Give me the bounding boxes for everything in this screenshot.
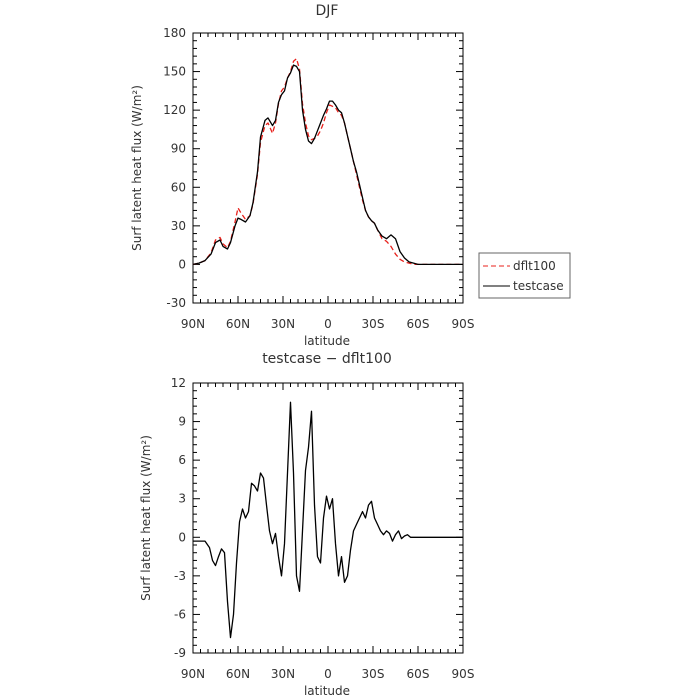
legend: dflt100 testcase	[478, 252, 571, 299]
x-tick-label: 60S	[407, 317, 430, 331]
bottom-chart: testcase − dflt100 -9 -6 -3 0 3 6 9 12 90N 60N 30…	[139, 351, 474, 698]
series-group	[193, 401, 463, 639]
chart-title: testcase − dflt100	[262, 351, 392, 367]
y-tick-label: -30	[166, 296, 186, 310]
x-tick-label: 0	[324, 667, 332, 681]
y-tick-label: 0	[178, 530, 186, 544]
x-tick-label: 0	[324, 317, 332, 331]
y-tick-label: 90	[171, 142, 186, 156]
top-chart: DJF -30 0 30 60 90 120 150 180 90N 60N 30N 0 30S 60S…	[130, 3, 571, 348]
y-tick-label: -6	[174, 607, 186, 621]
chart-title: DJF	[316, 3, 339, 19]
series-group	[192, 58, 463, 266]
y-tick-label: 0	[178, 257, 186, 271]
y-axis-label: Surf latent heat flux (W/m²)	[139, 435, 153, 601]
y-tick-label: -9	[174, 646, 186, 660]
y-tick-label: -3	[174, 569, 186, 583]
y-tick-label: 6	[178, 453, 186, 467]
legend-label-dflt100: dflt100	[513, 259, 556, 273]
series-line-testcase	[192, 64, 463, 266]
x-axis-label: latitude	[304, 334, 350, 348]
y-tick-label: 150	[163, 65, 186, 79]
x-tick-label: 90N	[181, 667, 205, 681]
y-tick-label: 180	[163, 26, 186, 40]
x-tick-label: 60N	[226, 667, 250, 681]
y-tick-label: 12	[171, 376, 186, 390]
legend-box	[478, 252, 571, 299]
x-tick-label: 30N	[271, 317, 295, 331]
x-ticks: 90N 60N 30N 0 30S 60S 90S	[181, 33, 475, 331]
x-tick-label: 30N	[271, 667, 295, 681]
y-tick-label: 3	[178, 492, 186, 506]
series-line-diff-0	[193, 401, 463, 639]
y-ticks: -9 -6 -3 0 3 6 9 12	[171, 376, 463, 660]
x-tick-label: 30S	[362, 317, 385, 331]
x-tick-label: 90S	[452, 667, 475, 681]
y-tick-label: 60	[171, 180, 186, 194]
x-tick-label: 90N	[181, 317, 205, 331]
y-ticks: -30 0 30 60 90 120 150 180	[163, 26, 463, 310]
series-line-dflt100	[192, 58, 463, 266]
legend-label-testcase: testcase	[513, 279, 564, 293]
x-tick-label: 60S	[407, 667, 430, 681]
y-tick-label: 9	[178, 415, 186, 429]
x-tick-label: 60N	[226, 317, 250, 331]
x-axis-label: latitude	[304, 684, 350, 698]
y-tick-label: 30	[171, 219, 186, 233]
plot-frame	[192, 32, 464, 304]
x-ticks: 90N 60N 30N 0 30S 60S 90S	[181, 383, 475, 681]
x-tick-label: 30S	[362, 667, 385, 681]
y-tick-label: 120	[163, 103, 186, 117]
x-tick-label: 90S	[452, 317, 475, 331]
y-axis-label: Surf latent heat flux (W/m²)	[130, 85, 144, 251]
